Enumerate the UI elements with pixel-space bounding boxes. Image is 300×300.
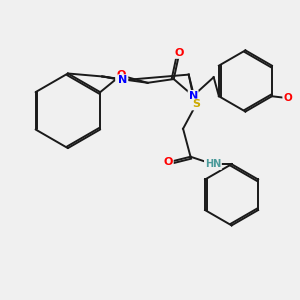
Text: HN: HN (205, 159, 221, 169)
Text: N: N (118, 75, 128, 85)
Text: N: N (188, 91, 198, 101)
Text: O: O (283, 93, 292, 103)
Text: O: O (116, 70, 125, 80)
Text: S: S (192, 100, 200, 110)
Text: O: O (175, 48, 184, 58)
Text: O: O (164, 157, 173, 167)
